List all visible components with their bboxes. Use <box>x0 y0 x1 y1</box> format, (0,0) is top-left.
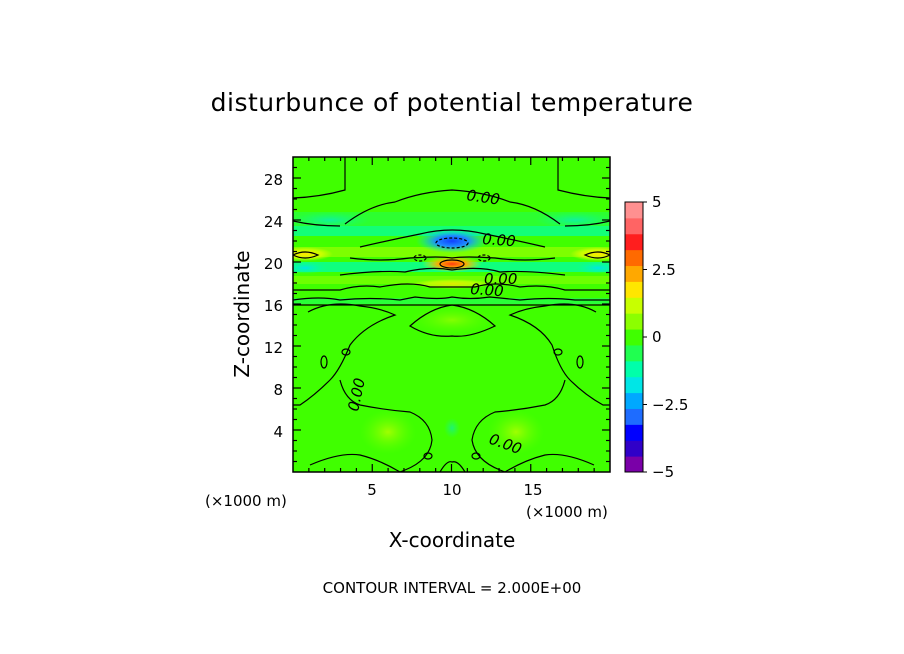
colorbar-segment <box>625 313 643 330</box>
colorbar-label: −2.5 <box>652 396 688 414</box>
colorbar-segment <box>625 456 643 473</box>
y-tick-labels: 4 8 12 16 20 24 28 <box>264 171 283 441</box>
colorbar-segment <box>625 376 643 394</box>
y-tick-label: 4 <box>273 423 283 441</box>
colorbar-segment <box>625 233 643 251</box>
colorbar-segment <box>625 408 643 425</box>
contour-label: 0.00 <box>484 270 517 288</box>
chart-title: disturbunce of potential temperature <box>211 88 694 117</box>
colorbar-segment <box>625 265 643 282</box>
colorbar-segment <box>625 202 643 219</box>
contour-label: 0.00 <box>465 186 501 208</box>
colorbar-segment <box>625 217 643 235</box>
colorbar-segment <box>625 392 643 409</box>
colorbar-label: −5 <box>652 463 674 481</box>
x-tick-label: 5 <box>367 481 377 499</box>
x-tick-marks <box>308 157 595 472</box>
colorbar-label: 2.5 <box>652 261 676 279</box>
colorbar-tick-marks <box>643 201 647 473</box>
y-tick-label: 8 <box>273 381 283 399</box>
colorbar-segment <box>625 344 643 362</box>
colorbar-segment <box>625 360 643 378</box>
y-tick-label: 12 <box>264 339 283 357</box>
y-tick-label: 24 <box>264 213 283 231</box>
colorbar-labels: 5 2.5 0 −2.5 −5 <box>652 193 688 481</box>
x-unit-label: (×1000 m) <box>526 503 608 521</box>
y-tick-marks <box>293 166 610 463</box>
contour-label: 0.00 <box>482 230 517 250</box>
colorbar-label: 0 <box>652 328 662 346</box>
y-tick-label: 28 <box>264 171 283 189</box>
colorbar-segment <box>625 440 643 457</box>
colorbar-label: 5 <box>652 193 662 211</box>
x-tick-label: 10 <box>442 481 461 499</box>
x-axis-label: X-coordinate <box>389 528 516 552</box>
y-tick-label: 16 <box>264 297 283 315</box>
colorbar-segment <box>625 329 643 346</box>
colorbar-segment <box>625 297 643 314</box>
contour-interval-note: CONTOUR INTERVAL = 2.000E+00 <box>323 579 582 597</box>
x-tick-labels: 5 10 15 <box>367 481 542 499</box>
y-unit-label: (×1000 m) <box>205 492 287 510</box>
y-tick-label: 20 <box>264 255 283 273</box>
contour-label: 0.00 <box>470 280 505 300</box>
x-tick-label: 15 <box>523 481 542 499</box>
colorbar-segment <box>625 281 643 298</box>
y-axis-label: Z-coordinate <box>230 250 254 377</box>
colorbar <box>625 202 643 473</box>
colorbar-segment <box>625 424 643 441</box>
plot-area <box>293 157 610 472</box>
colorbar-segment <box>625 249 643 267</box>
